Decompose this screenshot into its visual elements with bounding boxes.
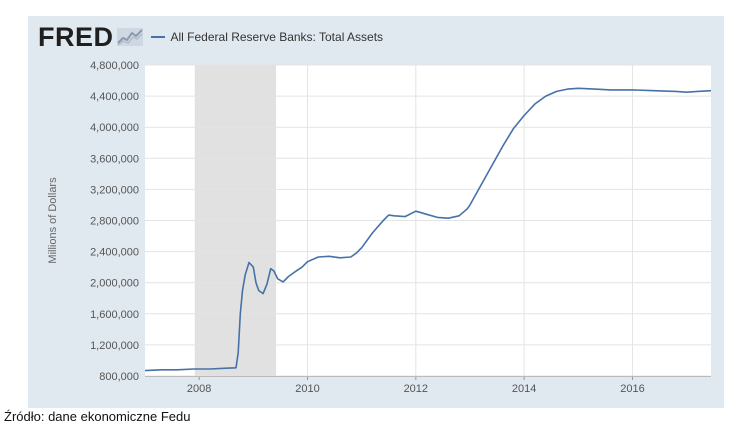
y-tick-label: 3,200,000 (90, 184, 139, 196)
y-tick-label: 4,800,000 (90, 60, 139, 72)
x-tick-label: 2016 (620, 383, 644, 395)
y-tick-label: 1,200,000 (90, 340, 139, 352)
chart-header: FRED All Federal Reserve Banks: Total As… (38, 22, 383, 52)
y-tick-label: 1,600,000 (90, 309, 139, 321)
series-line-total-assets (144, 87, 712, 372)
y-tick-label: 3,600,000 (90, 153, 139, 165)
x-tick-label: 2010 (295, 383, 319, 395)
x-tick-label: 2012 (404, 383, 428, 395)
x-tick-label: 2014 (512, 383, 536, 395)
y-tick-label: 4,400,000 (90, 91, 139, 103)
chart-legend: All Federal Reserve Banks: Total Assets (150, 30, 384, 44)
x-tick-label: 2008 (187, 383, 211, 395)
source-caption: Źródło: dane ekonomiczne Fedu (4, 409, 191, 424)
y-tick-label: 4,000,000 (90, 122, 139, 134)
y-axis-label: Millions of Dollars (47, 177, 59, 264)
y-tick-label: 800,000 (99, 371, 139, 383)
fred-logo: FRED (38, 22, 114, 52)
fred-graph-icon (116, 28, 143, 46)
y-tick-label: 2,000,000 (90, 278, 139, 290)
legend-label: All Federal Reserve Banks: Total Assets (170, 30, 384, 44)
legend-swatch (150, 36, 165, 38)
y-tick-label: 2,800,000 (90, 216, 139, 228)
y-tick-label: 2,400,000 (90, 247, 139, 259)
